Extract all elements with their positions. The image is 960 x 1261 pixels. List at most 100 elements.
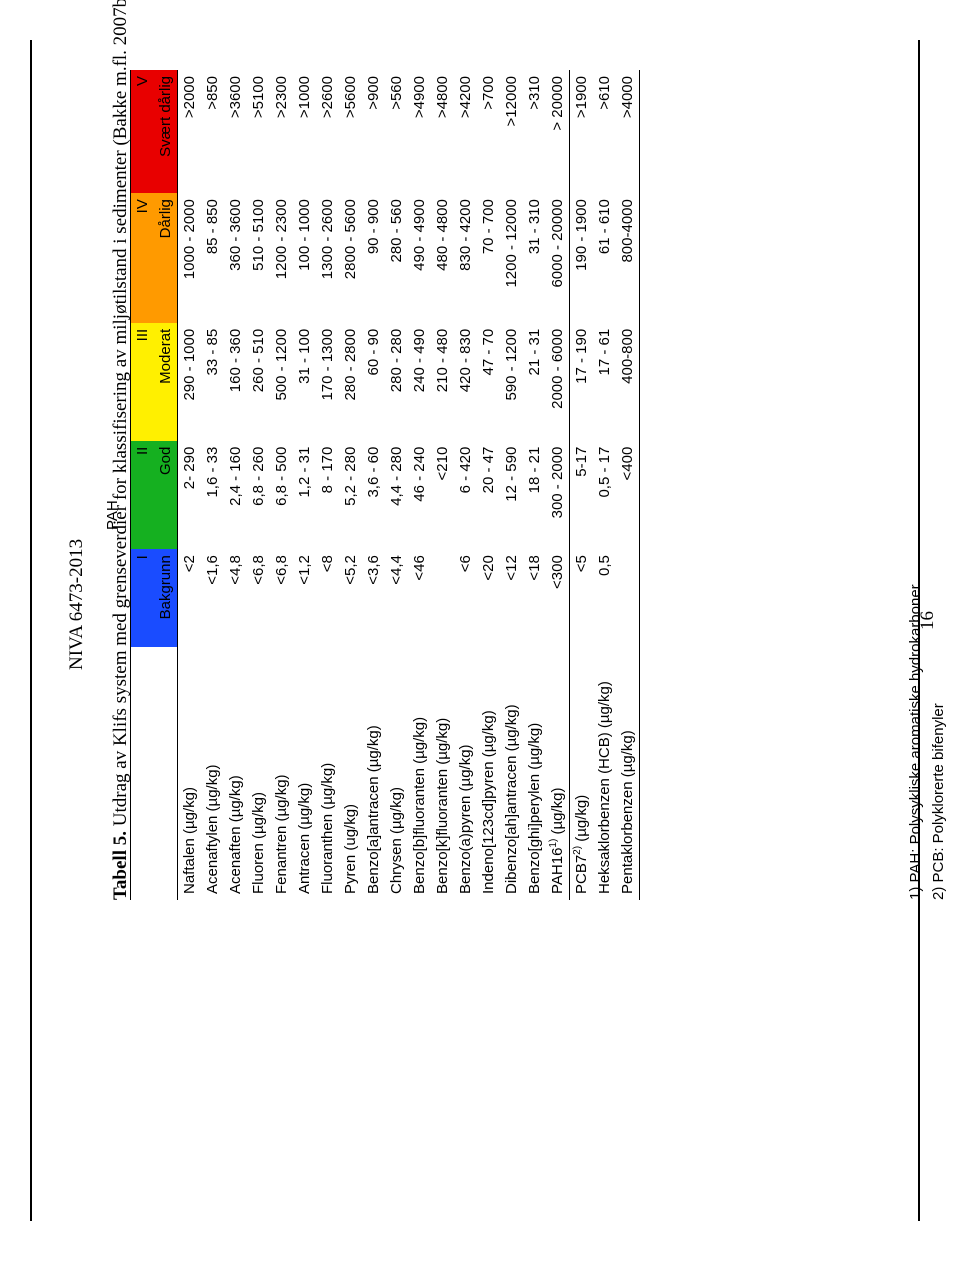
compound-name: Fluoranthen (µg/kg) — [316, 647, 339, 900]
value-cell: 5,2 - 280 — [339, 441, 362, 550]
compound-name: Pentaklorbenzen (µg/kg) — [616, 647, 640, 900]
table-row: Dibenzo[ah]antracen (µg/kg)<1212 - 59059… — [500, 70, 523, 900]
value-cell: >1900 — [570, 70, 594, 193]
value-cell: 160 - 360 — [224, 323, 247, 441]
value-cell: 800-4000 — [616, 193, 640, 323]
value-cell: >3600 — [224, 70, 247, 193]
value-cell: >4000 — [616, 70, 640, 193]
value-cell: >850 — [201, 70, 224, 193]
table-row: Chrysen (µg/kg)<4,44,4 - 280280 - 280280… — [385, 70, 408, 900]
value-cell: 1,2 - 31 — [293, 441, 316, 550]
value-cell: >2300 — [270, 70, 293, 193]
value-cell: 6 - 420 — [454, 441, 477, 550]
compound-name: Fluoren (µg/kg) — [247, 647, 270, 900]
value-cell: 31 - 100 — [293, 323, 316, 441]
value-cell: <8 — [316, 549, 339, 647]
value-cell: <4,8 — [224, 549, 247, 647]
value-cell: 0,5 — [593, 549, 616, 647]
value-cell: 20 - 47 — [477, 441, 500, 550]
value-cell: <2 — [178, 549, 202, 647]
value-cell: 1200 - 2300 — [270, 193, 293, 323]
page-number: 16 — [917, 611, 939, 630]
value-cell: 2000 - 6000 — [546, 323, 570, 441]
classification-table: IIIIIIIVVBakgrunnGodModeratDårligSvært d… — [130, 70, 640, 900]
value-cell: 18 - 21 — [523, 441, 546, 550]
value-cell: <4,4 — [385, 549, 408, 647]
value-cell: 300 - 2000 — [546, 441, 570, 550]
table-row: Heksaklorbenzen (HCB) (µg/kg)0,50,5 - 17… — [593, 70, 616, 900]
value-cell: 3,6 - 60 — [362, 441, 385, 550]
table-row: Naftalen (µg/kg)<22- 290290 - 10001000 -… — [178, 70, 202, 900]
table-row: Acenaften (µg/kg)<4,82,4 - 160160 - 3603… — [224, 70, 247, 900]
value-cell: <6,8 — [247, 549, 270, 647]
value-cell: 17 - 61 — [593, 323, 616, 441]
value-cell: 190 - 1900 — [570, 193, 594, 323]
value-cell: > 20000 — [546, 70, 570, 193]
value-cell: <6 — [454, 549, 477, 647]
value-cell: 1000 - 2000 — [178, 193, 202, 323]
value-cell: 6,8 - 260 — [247, 441, 270, 550]
compound-name: Indeno[123cd]pyren (µg/kg) — [477, 647, 500, 900]
compound-name: Acenaften (µg/kg) — [224, 647, 247, 900]
value-cell: 8 - 170 — [316, 441, 339, 550]
compound-name: PCB72) (µg/kg) — [570, 647, 594, 900]
value-cell: <5,2 — [339, 549, 362, 647]
table-row: Benzo[a]antracen (µg/kg)<3,63,6 - 6060 -… — [362, 70, 385, 900]
table-row: Pentaklorbenzen (µg/kg)<400400-800800-40… — [616, 70, 640, 900]
value-cell: >610 — [593, 70, 616, 193]
value-cell: 4,4 - 280 — [385, 441, 408, 550]
compound-name: Dibenzo[ah]antracen (µg/kg) — [500, 647, 523, 900]
table-row: Fluoranthen (µg/kg)<88 - 170170 - 130013… — [316, 70, 339, 900]
compound-name: Acenaftylen (µg/kg) — [201, 647, 224, 900]
footnote-2: 2) PCB: Polyklorerte bifenyler — [927, 584, 950, 900]
value-cell: 1,6 - 33 — [201, 441, 224, 550]
value-cell: >4900 — [408, 70, 431, 193]
value-cell: 260 - 510 — [247, 323, 270, 441]
compound-name: Heksaklorbenzen (HCB) (µg/kg) — [593, 647, 616, 900]
value-cell: 2,4 - 160 — [224, 441, 247, 550]
value-cell: >5100 — [247, 70, 270, 193]
table-row: PAH161) (µg/kg)<300300 - 20002000 - 6000… — [546, 70, 570, 900]
value-cell: 280 - 280 — [385, 323, 408, 441]
compound-name: Chrysen (µg/kg) — [385, 647, 408, 900]
value-cell: 210 - 480 — [431, 323, 454, 441]
value-cell: <3,6 — [362, 549, 385, 647]
value-cell: 480 - 4800 — [431, 193, 454, 323]
value-cell: 400-800 — [616, 323, 640, 441]
col-header-iii: III — [131, 323, 155, 441]
value-cell: >310 — [523, 70, 546, 193]
table-row: Benzo[b]fluoranten (µg/kg)<4646 - 240240… — [408, 70, 431, 900]
value-cell: 61 - 610 — [593, 193, 616, 323]
value-cell: >4200 — [454, 70, 477, 193]
table-caption: Tabell 5. Utdrag av Klifs system med gre… — [110, 0, 132, 900]
value-cell: 290 - 1000 — [178, 323, 202, 441]
footnote-1: 1) PAH: Polysykliske aromatiske hydrokar… — [904, 584, 927, 900]
value-cell: 12 - 590 — [500, 441, 523, 550]
value-cell: >900 — [362, 70, 385, 193]
col-header-iv: IV — [131, 193, 155, 323]
value-cell — [431, 549, 454, 647]
value-cell: 70 - 700 — [477, 193, 500, 323]
col-sub-svaert-darlig: Svært dårlig — [154, 70, 178, 193]
col-header-ii: II — [131, 441, 155, 550]
col-sub-god: God — [154, 441, 178, 550]
value-cell: <18 — [523, 549, 546, 647]
value-cell: 830 - 4200 — [454, 193, 477, 323]
col-sub-bakgrunn: Bakgrunn — [154, 549, 178, 647]
value-cell: 1200 - 12000 — [500, 193, 523, 323]
value-cell: <20 — [477, 549, 500, 647]
value-cell: 490 - 4900 — [408, 193, 431, 323]
table-row: Fenantren (µg/kg)<6,86,8 - 500500 - 1200… — [270, 70, 293, 900]
value-cell: 90 - 900 — [362, 193, 385, 323]
table-row: PCB72) (µg/kg)<55-1717 - 190190 - 1900>1… — [570, 70, 594, 900]
compound-name: PAH161) (µg/kg) — [546, 647, 570, 900]
value-cell: >1000 — [293, 70, 316, 193]
value-cell: >560 — [385, 70, 408, 193]
value-cell: 47 - 70 — [477, 323, 500, 441]
footnotes: 1) PAH: Polysykliske aromatiske hydrokar… — [904, 584, 950, 900]
col-header-v: V — [131, 70, 155, 193]
col-header-i: I — [131, 549, 155, 647]
value-cell — [616, 549, 640, 647]
value-cell: <5 — [570, 549, 594, 647]
caption-label: Tabell 5. — [110, 831, 131, 900]
